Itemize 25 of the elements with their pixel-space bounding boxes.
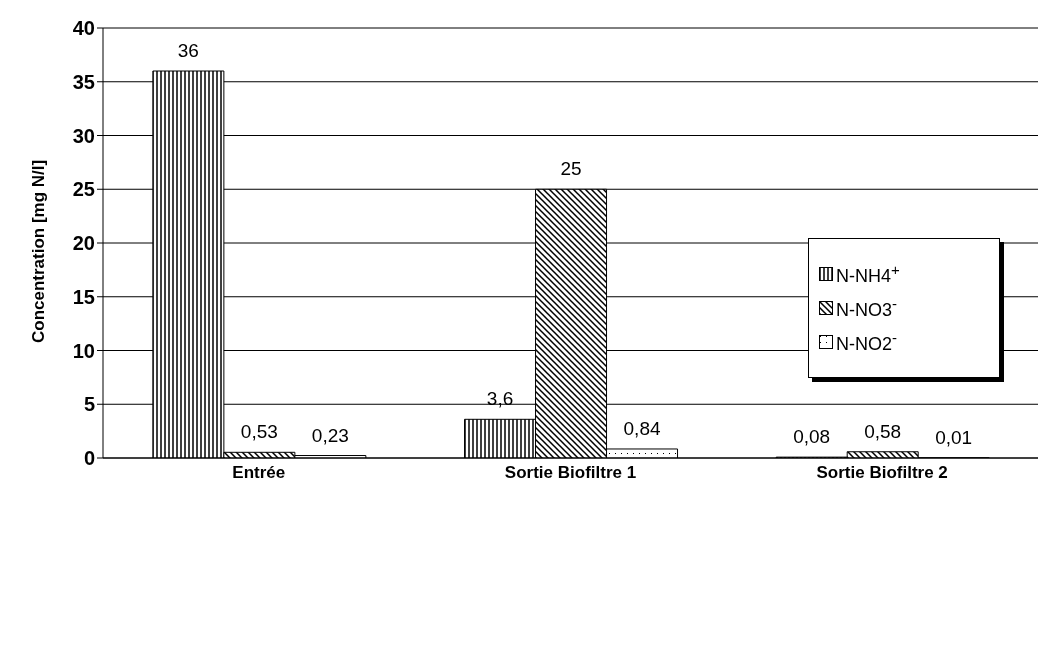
x-tick-label: Sortie Biofiltre 2 xyxy=(816,463,948,483)
y-tick-label: 15 xyxy=(72,285,95,308)
data-label: 0,08 xyxy=(793,426,831,448)
y-axis-title: Concentration [mg N/l] xyxy=(29,159,49,343)
y-tick-label: 35 xyxy=(72,70,95,93)
y-tick-label: 5 xyxy=(83,393,95,416)
y-tick-label: 0 xyxy=(83,447,95,470)
data-label: 36 xyxy=(177,40,199,61)
data-label: 25 xyxy=(560,158,582,180)
x-tick-label: Sortie Biofiltre 1 xyxy=(504,463,637,483)
y-tick-label: 20 xyxy=(72,232,95,255)
legend-label: N-NO3$^{-}$ xyxy=(836,295,898,321)
x-tick-label: Entrée xyxy=(232,463,286,483)
legend-label: N-NH4$^{+}$ xyxy=(836,261,900,287)
data-label: 0,23 xyxy=(311,424,349,446)
y-tick-label: 25 xyxy=(72,178,95,201)
legend-label: N-NO2$^{-}$ xyxy=(836,329,898,355)
data-label: 0,01 xyxy=(935,426,973,448)
y-tick-label: 10 xyxy=(72,339,95,362)
data-label: 0,53 xyxy=(240,421,278,443)
data-label: 0,58 xyxy=(864,420,902,442)
y-tick-label: 30 xyxy=(72,124,95,147)
data-label: 3,6 xyxy=(486,388,514,410)
data-label: 0,84 xyxy=(623,417,661,439)
y-tick-label: 40 xyxy=(72,17,95,40)
